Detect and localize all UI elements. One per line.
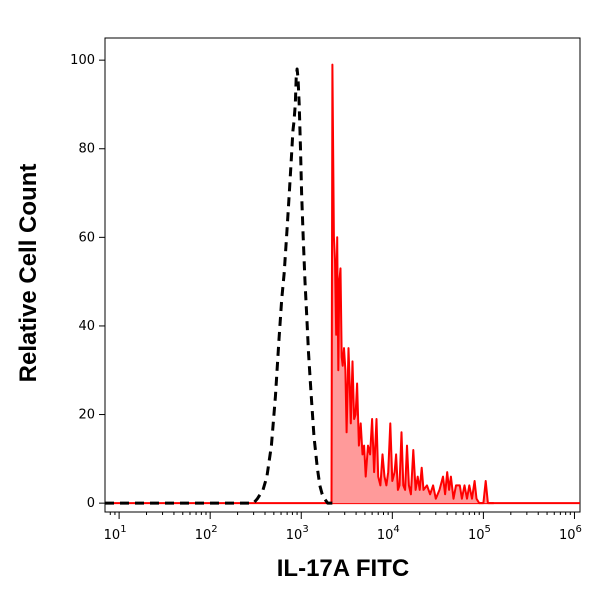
- plot-frame: [104, 37, 581, 513]
- x-axis-label: IL-17A FITC: [277, 555, 409, 582]
- stained-line: [330, 63, 494, 505]
- x-tick-label: 102: [195, 524, 218, 543]
- stained-area: [331, 64, 494, 504]
- x-tick-label: 104: [377, 524, 400, 543]
- y-tick-label: 100: [70, 53, 95, 68]
- y-tick-label: 0: [87, 496, 95, 511]
- axis-layer: 0 20 40 60 80 100 101 102 103 104 105 106: [70, 53, 582, 543]
- y-tick-label: 60: [78, 230, 95, 245]
- control-line: [105, 67, 333, 505]
- series-layer: [105, 63, 580, 505]
- y-tick-label: 80: [78, 142, 95, 157]
- y-tick-label: 20: [78, 408, 95, 423]
- x-tick-label: 105: [468, 524, 491, 543]
- x-tick-label: 106: [559, 524, 582, 543]
- x-tick-label: 101: [104, 524, 127, 543]
- y-tick-label: 40: [78, 319, 95, 334]
- y-axis-label: Relative Cell Count: [15, 164, 42, 383]
- x-tick-label: 103: [286, 524, 309, 543]
